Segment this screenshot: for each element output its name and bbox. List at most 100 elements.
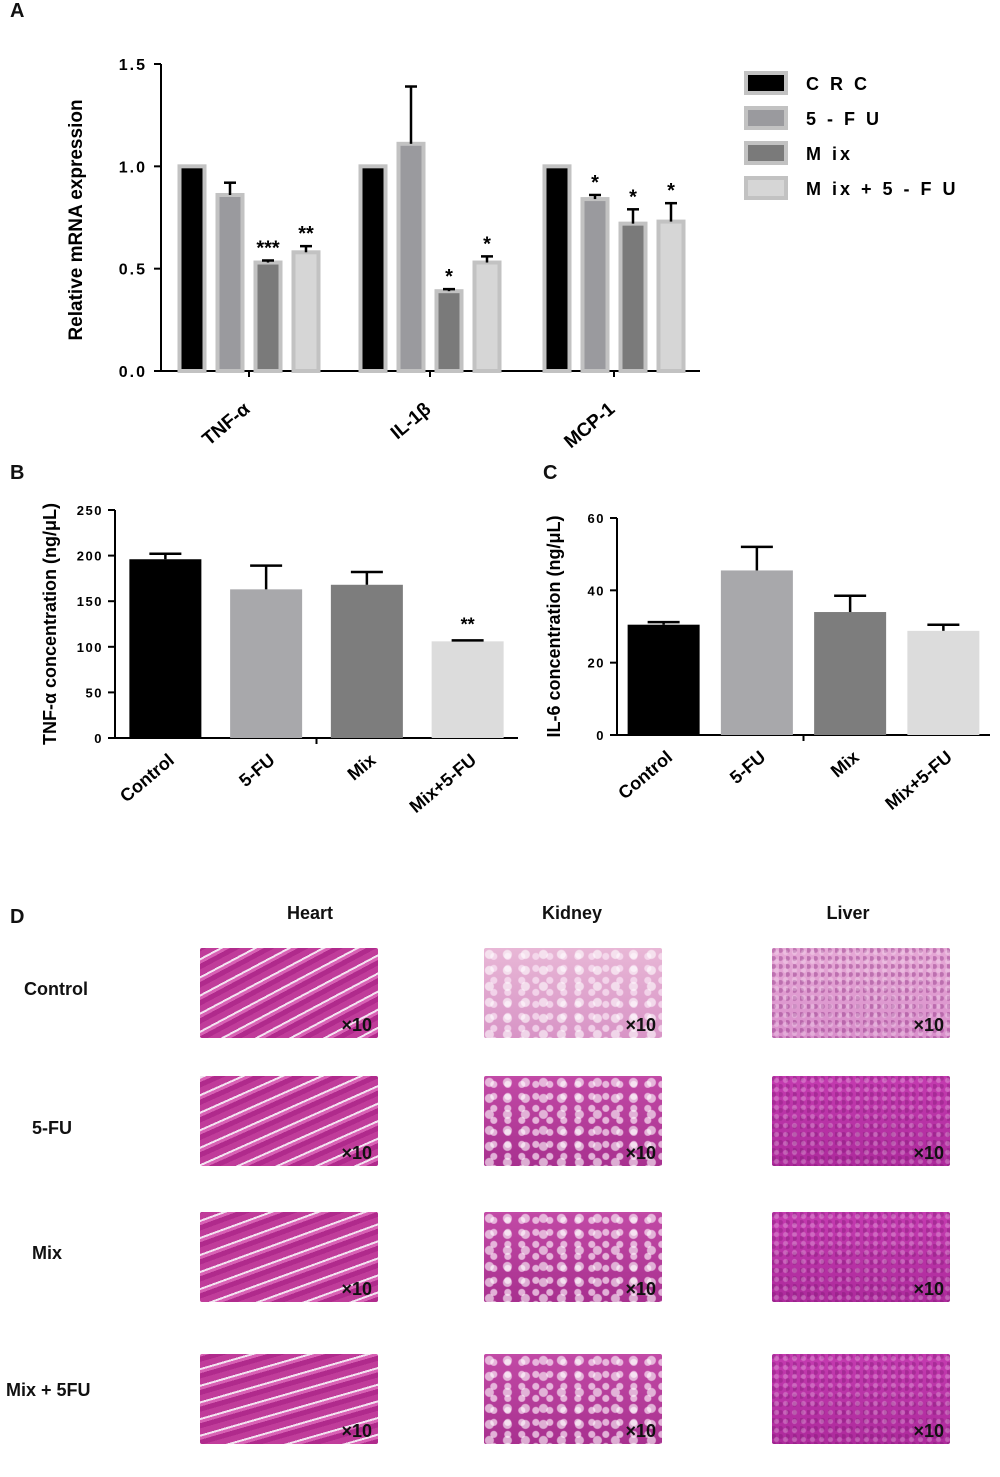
- legend-label: M ix: [806, 144, 853, 164]
- legend-swatch: [744, 106, 788, 130]
- legend-label: C R C: [806, 74, 870, 94]
- bar-CRC-1: [358, 164, 388, 373]
- bar-CRC-0: [177, 164, 207, 373]
- histology-image-heart-0: ×10: [200, 948, 378, 1038]
- legend-swatch: [744, 71, 788, 95]
- magnification-label: ×10: [625, 1015, 656, 1035]
- y-axis-title: IL-6 concentration (ng/μL): [544, 515, 564, 737]
- magnification-label: ×10: [341, 1143, 372, 1163]
- histology-image-kidney-0: ×10: [484, 948, 662, 1038]
- bar-Mix+5-FU-1: [472, 260, 502, 374]
- legend-label: 5 - F U: [806, 109, 882, 129]
- histology-column-label: Liver: [826, 903, 870, 923]
- histology-image-kidney-1: ×10: [484, 1076, 662, 1166]
- bar-5-FU: [230, 589, 303, 738]
- x-tick-label: Mix+5-FU: [406, 750, 481, 817]
- legend-swatch: [744, 176, 788, 200]
- histology-row-label: Mix + 5FU: [6, 1380, 91, 1400]
- magnification-label: ×10: [913, 1143, 944, 1163]
- y-tick-label: 250: [77, 503, 103, 518]
- histology-column-label: Kidney: [541, 903, 602, 923]
- bar-CRC-2: [542, 164, 572, 373]
- y-axis-title: Relative mRNA expression: [66, 99, 87, 340]
- y-tick-label: 1.5: [119, 57, 147, 74]
- x-tick-label: MCP-1: [560, 398, 619, 452]
- bar-5-FU-1: [396, 141, 426, 373]
- x-tick-label: Mix: [827, 747, 863, 782]
- magnification-label: ×10: [341, 1015, 372, 1035]
- y-tick-label: 20: [588, 656, 605, 671]
- x-tick-label: 5-FU: [726, 747, 769, 788]
- y-tick-label: 50: [86, 685, 103, 700]
- histology-row-label: 5-FU: [32, 1118, 72, 1138]
- panel-b-label: B: [10, 462, 25, 484]
- bar-5-FU-0: [215, 192, 245, 373]
- y-tick-label: 0: [596, 728, 605, 743]
- bar-Mix-2: [618, 221, 648, 373]
- bar-Mix-1: [434, 289, 464, 373]
- bar-5-FU: [720, 570, 793, 735]
- legend-label: M ix + 5 - F U: [806, 179, 959, 199]
- panel-c-label: C: [543, 462, 558, 484]
- y-tick-label: 60: [588, 511, 605, 526]
- y-tick-label: 200: [77, 549, 103, 564]
- legend-swatch: [744, 141, 788, 165]
- significance-marker: *: [591, 172, 599, 194]
- histology-image-liver-0: ×10: [772, 948, 950, 1038]
- x-tick-label: TNF-α: [199, 399, 255, 451]
- y-tick-label: 0.5: [119, 262, 147, 279]
- panel-d-label: D: [10, 906, 25, 928]
- histology-column-label: Heart: [286, 903, 334, 923]
- x-tick-label: Control: [614, 747, 676, 803]
- y-tick-label: 150: [77, 594, 103, 609]
- x-tick-label: Control: [116, 750, 178, 806]
- significance-marker: *: [667, 180, 675, 202]
- significance-marker: *: [445, 266, 453, 288]
- magnification-label: ×10: [625, 1279, 656, 1299]
- bar-5-FU-2: [580, 197, 610, 373]
- significance-marker: **: [461, 614, 475, 634]
- significance-marker: *: [483, 233, 491, 255]
- x-tick-label: IL-1β: [387, 399, 435, 444]
- bar-Mix+5-FU-2: [656, 219, 686, 373]
- histology-image-heart-3: ×10: [200, 1354, 378, 1444]
- magnification-label: ×10: [913, 1279, 944, 1299]
- histology-image-liver-3: ×10: [772, 1354, 950, 1444]
- histology-image-kidney-2: ×10: [484, 1212, 662, 1302]
- bar-Mix+5-FU: [907, 630, 980, 735]
- panel-a-label: A: [10, 0, 25, 22]
- magnification-label: ×10: [625, 1143, 656, 1163]
- magnification-label: ×10: [625, 1421, 656, 1441]
- chart-a-mrna-expression: 0.0 0.5 1.0 1.5 Relative mRNA expression TNF-…: [66, 57, 959, 453]
- y-tick-label: 1.0: [119, 159, 147, 176]
- bar-Mix: [330, 584, 403, 738]
- bar-Control: [627, 624, 700, 735]
- bar-Mix-0: [253, 260, 283, 374]
- magnification-label: ×10: [913, 1015, 944, 1035]
- histology-image-liver-1: ×10: [772, 1076, 950, 1166]
- magnification-label: ×10: [341, 1421, 372, 1441]
- x-tick-label: Mix+5-FU: [881, 747, 956, 814]
- x-tick-label: 5-FU: [235, 750, 278, 791]
- histology-image-heart-2: ×10: [200, 1212, 378, 1302]
- x-tick-label: Mix: [344, 750, 380, 785]
- y-tick-label: 0: [94, 731, 103, 746]
- bar-Control: [129, 559, 202, 738]
- histology-image-kidney-3: ×10: [484, 1354, 662, 1444]
- histology-row-label: Mix: [32, 1243, 63, 1263]
- magnification-label: ×10: [913, 1421, 944, 1441]
- chart-b-tnf-concentration: 0 50 100 150 200 250 TNF-α concentration (ng/μ…: [40, 503, 518, 817]
- y-tick-label: 100: [77, 640, 103, 655]
- bar-Mix+5-FU: [431, 641, 504, 738]
- magnification-label: ×10: [341, 1279, 372, 1299]
- histology-image-heart-1: ×10: [200, 1076, 378, 1166]
- y-tick-label: 40: [588, 583, 605, 598]
- significance-marker: **: [298, 223, 314, 245]
- bar-Mix: [814, 612, 887, 735]
- y-axis-title: TNF-α concentration (ng/μL): [40, 503, 60, 745]
- significance-marker: ***: [256, 237, 280, 259]
- y-tick-label: 0.0: [119, 364, 147, 381]
- bar-Mix+5-FU-0: [291, 250, 321, 373]
- significance-marker: *: [629, 186, 637, 208]
- histology-row-label: Control: [24, 979, 88, 999]
